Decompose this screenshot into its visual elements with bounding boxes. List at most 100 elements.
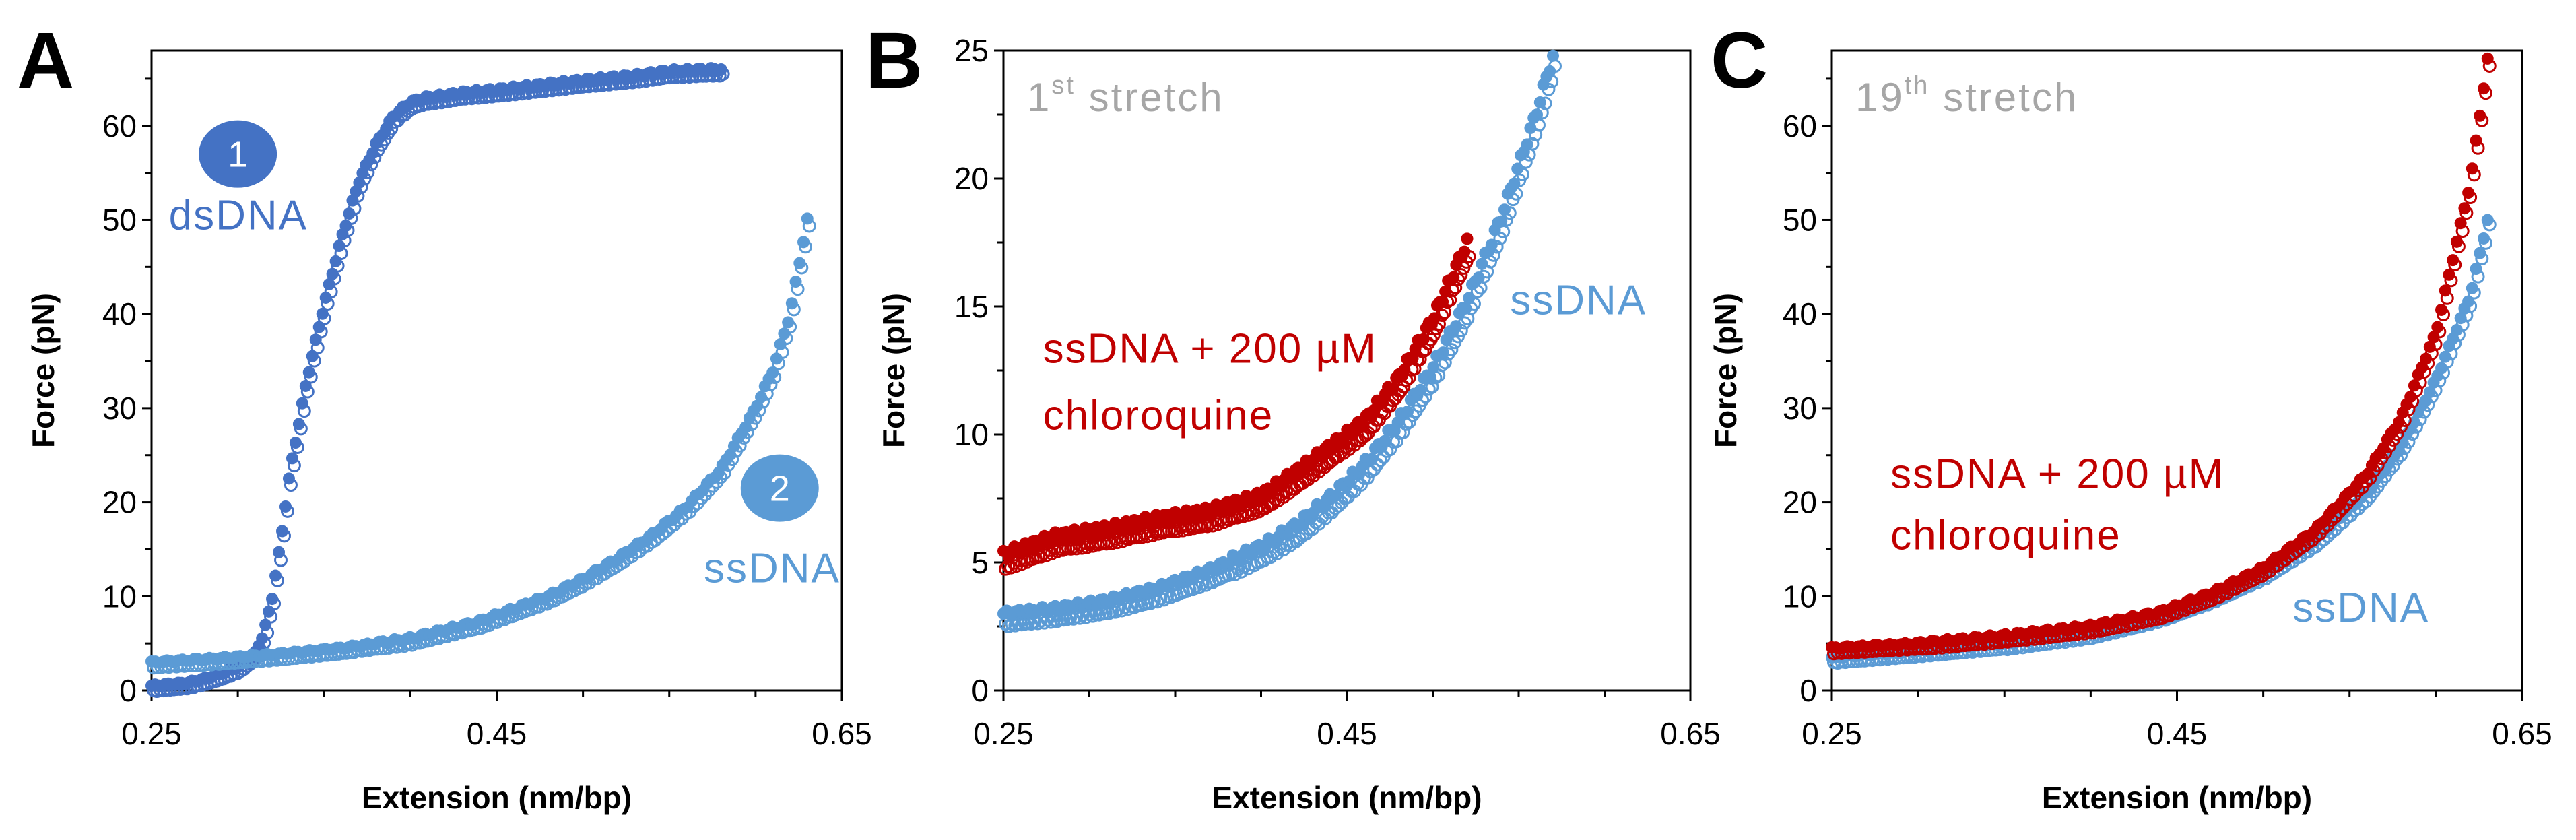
data-point (266, 593, 279, 606)
y-tick-label: 50 (102, 202, 137, 237)
data-point (2478, 82, 2490, 95)
data-point (2404, 391, 2417, 403)
data-point-open (1542, 82, 1556, 96)
data-point-open (1493, 231, 1507, 245)
series-label: chloroquine (1890, 512, 2121, 558)
data-point-open (1419, 389, 1432, 403)
series-label: ssDNA (704, 545, 840, 591)
data-point (2454, 217, 2467, 230)
data-point (789, 276, 802, 288)
data-point-open (1467, 297, 1481, 311)
stretch-label: 1st stretch (1027, 71, 1224, 120)
y-tick-label: 0 (1799, 673, 1817, 708)
data-point (269, 569, 282, 582)
data-point (2447, 254, 2459, 267)
data-point (801, 212, 814, 225)
data-point (2439, 284, 2451, 297)
data-point (282, 472, 295, 485)
data-point (1458, 245, 1471, 258)
series-label: ssDNA + 200 µM (1890, 451, 2224, 498)
x-axis-title: Extension (nm/bp) (1212, 780, 1482, 815)
data-point (1428, 312, 1441, 325)
data-point (2466, 282, 2478, 294)
x-tick-label: 0.25 (121, 716, 182, 751)
y-axis-title: Force (pN) (26, 293, 61, 448)
y-tick-label: 20 (954, 161, 989, 196)
data-point (2431, 321, 2444, 333)
data-point-open (1445, 343, 1459, 357)
series-ssdna (997, 49, 1562, 633)
data-point (275, 525, 288, 538)
data-point (1387, 382, 1400, 395)
data-point (774, 338, 787, 351)
data-point-open (1454, 323, 1468, 337)
data-point (793, 257, 806, 269)
data-point (319, 291, 332, 304)
data-point (279, 500, 292, 513)
y-tick-label: 60 (1783, 108, 1817, 143)
series-dsdna (145, 62, 730, 698)
data-point (715, 63, 727, 76)
panel-b: B 0 5 10 15 20 25 0.25 0.45 0.65 Extension (nm/bp)… (865, 16, 1721, 815)
data-point (797, 236, 810, 249)
data-point (1461, 232, 1474, 245)
x-axis-title: Extension (nm/bp) (362, 780, 632, 815)
series-label: ssDNA + 200 µM (1043, 326, 1377, 373)
x-tick-label: 0.45 (467, 716, 527, 751)
y-tick-label: 15 (954, 289, 989, 324)
y-tick-label: 30 (102, 391, 137, 426)
data-point-open (1383, 443, 1397, 457)
data-point (289, 437, 302, 449)
data-point (2481, 52, 2494, 65)
x-tick-label: 0.65 (2492, 716, 2552, 751)
data-point (2474, 109, 2486, 122)
data-point (2474, 247, 2486, 259)
data-point (2427, 331, 2440, 344)
x-tick-label: 0.65 (812, 716, 872, 751)
data-point (2450, 323, 2463, 336)
data-point (306, 350, 319, 362)
panel-letter: C (1711, 16, 1768, 105)
y-tick-label: 0 (971, 673, 989, 708)
data-point (256, 632, 269, 645)
x-tick-label: 0.25 (973, 716, 1034, 751)
data-point-open (1454, 268, 1468, 282)
data-point-open (1502, 206, 1517, 220)
x-tick-label: 0.45 (1317, 716, 1377, 751)
series-number-badge (199, 120, 277, 188)
data-point (2481, 214, 2494, 226)
series-ssdna-200-m-chloroquine (1826, 52, 2497, 661)
y-tick-label: 40 (102, 296, 137, 331)
data-point (346, 194, 359, 207)
data-point (2420, 352, 2433, 365)
panel-letter: B (865, 16, 923, 105)
data-point-open (1396, 425, 1410, 439)
y-axis-title: Force (pN) (1708, 293, 1743, 448)
data-point (2478, 232, 2490, 245)
data-point (273, 546, 286, 558)
data-point (2450, 235, 2463, 248)
data-point-open (1331, 498, 1346, 513)
data-point-open (1238, 559, 1252, 573)
data-point (782, 316, 795, 329)
panel-letter: A (17, 16, 74, 105)
y-tick-label: 10 (1783, 579, 1817, 614)
data-point (770, 352, 783, 365)
series-label: dsDNA (169, 192, 308, 238)
data-point (333, 240, 345, 253)
data-point-open (1490, 240, 1504, 254)
data-point (1547, 49, 1559, 62)
stretch-label: 19th stretch (1855, 71, 2078, 120)
data-point (323, 278, 335, 290)
data-point (1544, 65, 1556, 77)
x-tick-label: 0.45 (2147, 716, 2208, 751)
panel-c: C 0 10 20 30 40 50 60 0.25 0.45 0.65 Extension (nm/… (1708, 16, 2552, 815)
data-point (2435, 303, 2448, 316)
data-point (778, 327, 791, 340)
series-ssdna (145, 212, 816, 675)
y-tick-label: 40 (1783, 296, 1817, 331)
y-tick-label: 5 (971, 545, 989, 580)
data-point (2458, 202, 2471, 215)
series-ssdna-200-m-chloroquine (997, 232, 1476, 576)
